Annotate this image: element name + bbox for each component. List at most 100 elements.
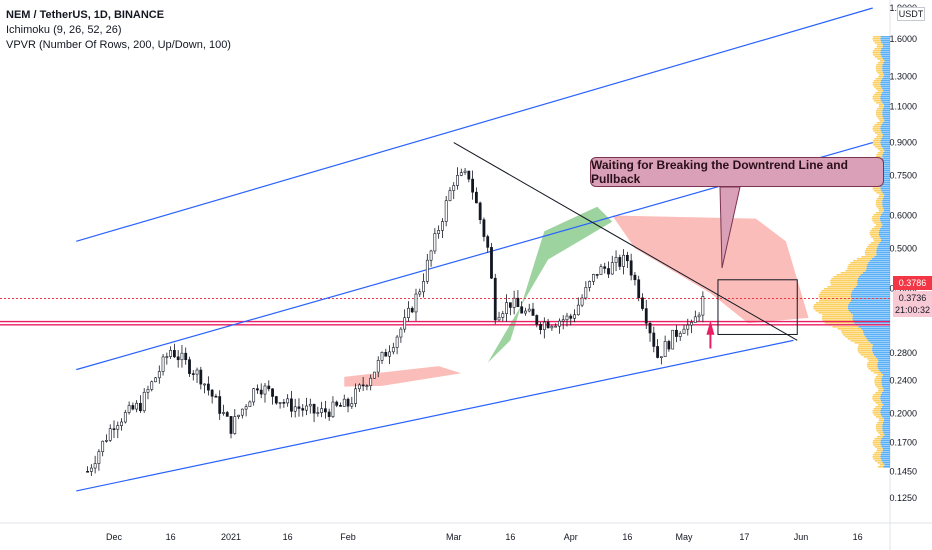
volume-profile-bar: [874, 452, 882, 454]
volume-profile-bar: [872, 188, 881, 190]
candle: [422, 281, 425, 293]
volume-profile-bar: [877, 390, 884, 392]
volume-profile-bar: [813, 306, 848, 308]
candle: [482, 219, 486, 237]
currency-label[interactable]: USDT: [897, 7, 925, 21]
volume-profile-bar: [877, 152, 884, 154]
volume-profile-bar: [878, 208, 884, 210]
candle: [342, 398, 346, 407]
x-tick-label: 16: [283, 532, 293, 542]
volume-profile-bar: [883, 180, 890, 182]
candle: [580, 297, 584, 306]
volume-profile-bar: [851, 298, 890, 300]
countdown-price-tag: 0.3736 21:00:32: [893, 291, 932, 317]
candle: [157, 371, 161, 379]
candle: [610, 262, 614, 275]
volume-profile-bar: [882, 422, 890, 424]
candle: [448, 190, 452, 201]
current-price-tag: 0.3786: [893, 276, 932, 290]
channel-line-lower[interactable]: [76, 339, 794, 492]
volume-profile-bar: [831, 278, 858, 280]
volume-profile-bar: [877, 366, 890, 368]
volume-profile-bar: [880, 84, 890, 86]
volume-profile-bar: [875, 428, 883, 430]
candle: [97, 451, 101, 464]
volume-profile-bar: [879, 230, 890, 232]
volume-profile-bar: [877, 422, 883, 424]
breakout-box[interactable]: [717, 279, 798, 335]
volume-profile-bar: [881, 452, 890, 454]
volume-profile-bar: [872, 410, 881, 412]
volume-profile-bar: [875, 426, 883, 428]
volume-profile-bar: [870, 370, 880, 372]
volume-profile-bar: [882, 134, 890, 136]
volume-profile-bar: [850, 294, 890, 296]
volume-profile-bar: [872, 52, 881, 54]
candle: [490, 247, 493, 279]
volume-profile-bar: [873, 100, 882, 102]
volume-profile-bar: [850, 312, 890, 314]
candle: [554, 325, 558, 328]
ichimoku-indicator-label[interactable]: Ichimoku (9, 26, 52, 26): [6, 24, 122, 36]
candle: [542, 321, 546, 331]
volume-profile-bar: [877, 462, 884, 464]
volume-profile-bar: [882, 450, 890, 452]
volume-profile-bar: [870, 342, 890, 344]
volume-profile-bar: [880, 52, 890, 54]
x-tick-label: Mar: [446, 532, 462, 542]
volume-profile-bar: [882, 102, 890, 104]
volume-profile-bar: [872, 84, 881, 86]
volume-profile-bar: [883, 152, 890, 154]
volume-profile-bar: [873, 238, 881, 240]
volume-profile-bar: [882, 78, 890, 80]
volume-profile-bar: [879, 236, 890, 238]
candle: [527, 308, 531, 312]
downtrend-line[interactable]: [453, 142, 798, 341]
candle: [331, 401, 335, 417]
candle: [259, 389, 263, 395]
prev-price-label: 0.3736: [898, 293, 927, 303]
volume-profile-bar: [875, 392, 882, 394]
volume-profile-bar: [880, 54, 890, 56]
symbol-title[interactable]: NEM / TetherUS, 1D, BINANCE: [6, 9, 165, 21]
volume-profile-bar: [863, 330, 890, 332]
volume-profile-bar: [876, 116, 883, 118]
volume-profile-bar: [874, 132, 882, 134]
candle: [123, 412, 127, 423]
volume-profile-bar: [883, 208, 890, 210]
chart-legend: NEM / TetherUS, 1D, BINANCE Ichimoku (9,…: [6, 8, 231, 53]
candle: [505, 302, 508, 314]
volume-profile-bar: [882, 192, 890, 194]
candle: [169, 350, 173, 357]
vpvr-indicator-label[interactable]: VPVR (Number Of Rows, 200, Up/Down, 100): [6, 39, 231, 51]
volume-profile-bar: [882, 66, 890, 68]
volume-profile-bar: [883, 432, 890, 434]
volume-profile-bar: [879, 150, 885, 152]
volume-profile-bar: [876, 198, 883, 200]
candle: [263, 385, 267, 395]
candle: [154, 377, 157, 383]
volume-profile-bar: [876, 136, 883, 138]
candle: [425, 259, 429, 282]
volume-profile-bar: [870, 230, 880, 232]
candle: [474, 191, 478, 204]
volume-profile-bar: [880, 128, 890, 130]
volume-profile-bar: [880, 456, 890, 458]
candle: [584, 287, 588, 299]
volume-profile-bar: [876, 424, 883, 426]
volume-profile-bar: [880, 238, 890, 240]
volume-profile-bar: [882, 178, 890, 180]
volume-profile-bar: [875, 384, 882, 386]
candle: [323, 408, 327, 413]
candle: [135, 402, 139, 410]
channel-line-upper[interactable]: [76, 7, 873, 242]
volume-profile-bar: [877, 148, 884, 150]
volume-profile-bar: [821, 318, 853, 320]
annotation-callout[interactable]: Waiting for Breaking the Downtrend Line …: [590, 157, 884, 187]
volume-profile-bar: [873, 36, 881, 38]
candle: [456, 175, 459, 186]
x-tick-label: Feb: [340, 532, 356, 542]
candle: [301, 408, 305, 411]
volume-profile-bar: [878, 432, 884, 434]
